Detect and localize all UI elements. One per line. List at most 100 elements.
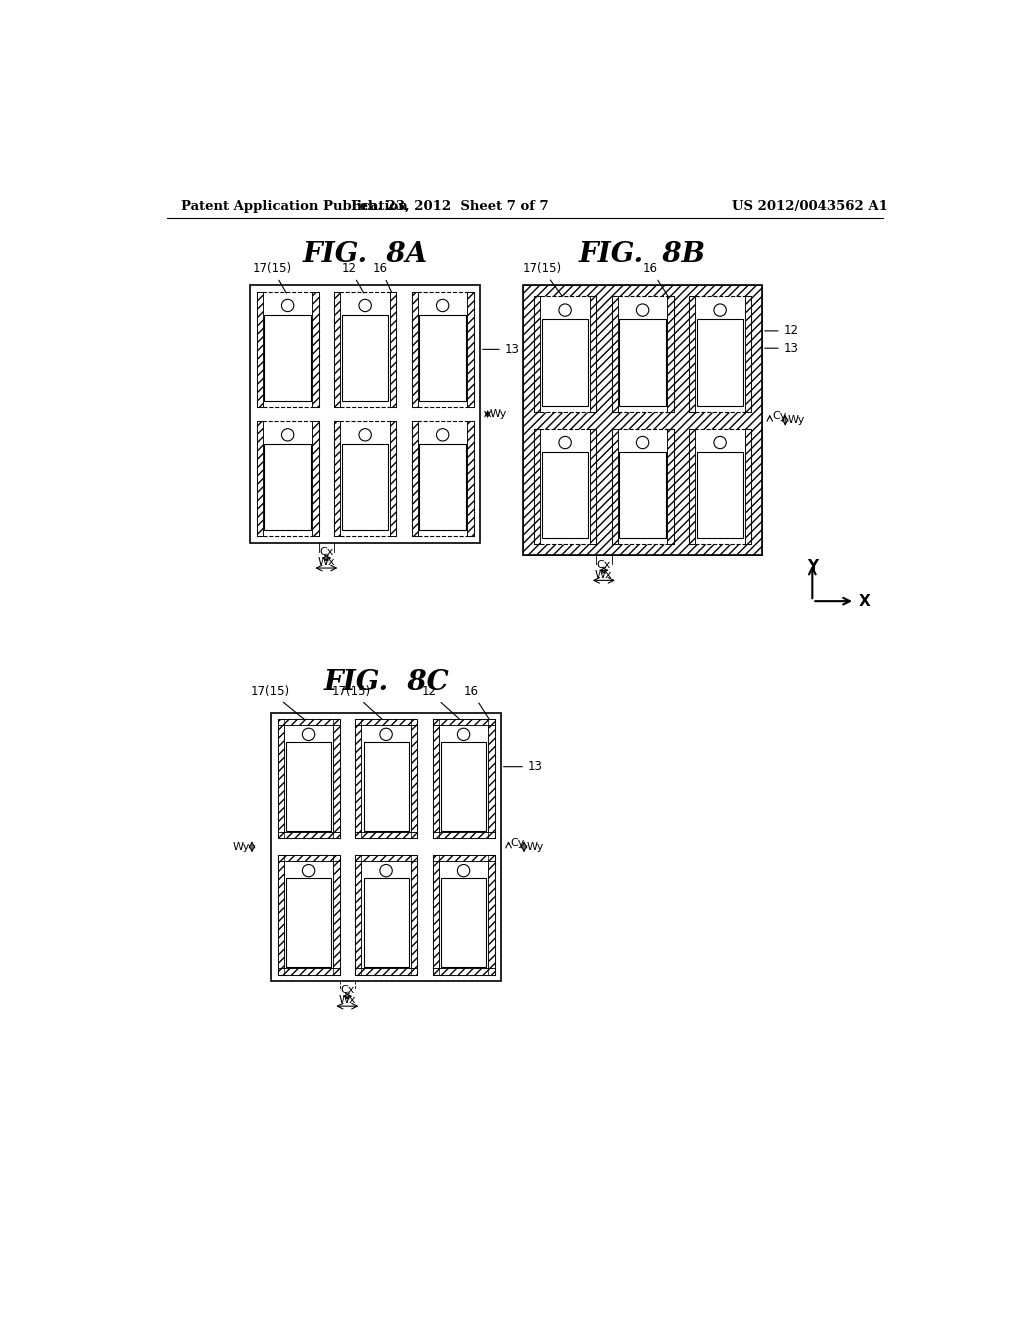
Bar <box>535 429 541 544</box>
Bar <box>432 855 438 974</box>
Bar <box>432 855 495 974</box>
Bar <box>334 421 340 536</box>
Bar <box>432 719 438 838</box>
Bar <box>390 421 396 536</box>
Bar <box>355 832 417 838</box>
Bar <box>697 451 743 539</box>
Circle shape <box>359 429 372 441</box>
Bar <box>278 855 340 862</box>
Text: Feb. 23, 2012  Sheet 7 of 7: Feb. 23, 2012 Sheet 7 of 7 <box>351 199 549 213</box>
Circle shape <box>436 300 449 312</box>
Bar <box>364 878 409 966</box>
Bar <box>278 719 340 838</box>
Text: Wx: Wx <box>339 995 356 1006</box>
Bar <box>535 429 541 544</box>
Bar <box>744 429 751 544</box>
Bar <box>668 429 674 544</box>
Bar <box>257 421 318 536</box>
Text: 12: 12 <box>765 325 799 338</box>
Circle shape <box>282 429 294 441</box>
Bar <box>420 444 466 531</box>
Circle shape <box>458 865 470 876</box>
Bar <box>420 314 466 401</box>
Circle shape <box>559 304 571 317</box>
Bar <box>355 719 417 838</box>
Text: Cx: Cx <box>597 560 611 570</box>
Bar <box>432 719 495 725</box>
Bar <box>535 296 541 412</box>
Bar <box>278 832 340 838</box>
Bar <box>355 969 417 974</box>
Bar <box>689 429 751 544</box>
Bar <box>411 855 417 974</box>
Bar <box>611 296 674 412</box>
Bar <box>611 296 617 412</box>
Bar <box>334 292 340 407</box>
Bar <box>334 719 340 838</box>
Bar <box>744 296 751 412</box>
Text: Cy: Cy <box>772 411 786 421</box>
Bar <box>264 444 311 531</box>
Bar <box>412 421 418 536</box>
Bar <box>535 296 596 412</box>
Circle shape <box>436 429 449 441</box>
Bar <box>312 292 318 407</box>
Bar <box>355 719 361 838</box>
Bar <box>744 296 751 412</box>
Bar <box>411 855 417 974</box>
Bar <box>271 713 501 981</box>
Bar <box>411 719 417 838</box>
Bar <box>355 719 417 725</box>
Bar <box>611 296 617 412</box>
Bar <box>432 719 495 838</box>
Bar <box>412 292 474 407</box>
Text: Patent Application Publication: Patent Application Publication <box>180 199 408 213</box>
Bar <box>412 421 418 536</box>
Text: 17(15): 17(15) <box>250 685 306 721</box>
Text: Wy: Wy <box>787 416 805 425</box>
Bar <box>334 292 396 407</box>
Text: Wy: Wy <box>526 842 544 851</box>
Circle shape <box>380 865 392 876</box>
Bar <box>432 719 438 838</box>
Bar <box>668 296 674 412</box>
Bar <box>312 421 318 536</box>
Circle shape <box>714 437 726 449</box>
Bar <box>264 314 311 401</box>
Bar <box>334 292 340 407</box>
Bar <box>278 855 340 974</box>
Bar <box>355 719 417 725</box>
Circle shape <box>458 729 470 741</box>
Text: 13: 13 <box>765 342 799 355</box>
Bar <box>412 292 418 407</box>
Bar <box>590 296 596 412</box>
Bar <box>355 719 361 838</box>
Circle shape <box>636 437 649 449</box>
Bar <box>432 855 495 862</box>
Bar <box>697 319 743 405</box>
Bar <box>355 855 417 862</box>
Circle shape <box>636 304 649 317</box>
Bar <box>611 429 617 544</box>
Bar <box>355 855 361 974</box>
Bar <box>488 855 495 974</box>
Text: Cx: Cx <box>319 548 334 557</box>
Text: FIG.  8A: FIG. 8A <box>302 242 428 268</box>
Bar <box>251 285 480 543</box>
Bar <box>542 451 589 539</box>
Bar <box>312 292 318 407</box>
Bar <box>432 969 495 974</box>
Text: Wy: Wy <box>232 842 250 851</box>
Text: Y: Y <box>807 558 818 574</box>
Circle shape <box>559 437 571 449</box>
Text: Wx: Wx <box>595 570 612 579</box>
Bar <box>668 429 674 544</box>
Bar <box>668 296 674 412</box>
Text: 13: 13 <box>482 343 519 356</box>
Bar <box>278 855 284 974</box>
Text: Wx: Wx <box>317 557 335 568</box>
Text: 16: 16 <box>464 685 489 721</box>
Bar <box>278 719 284 838</box>
Bar <box>257 292 263 407</box>
Bar <box>432 719 495 725</box>
